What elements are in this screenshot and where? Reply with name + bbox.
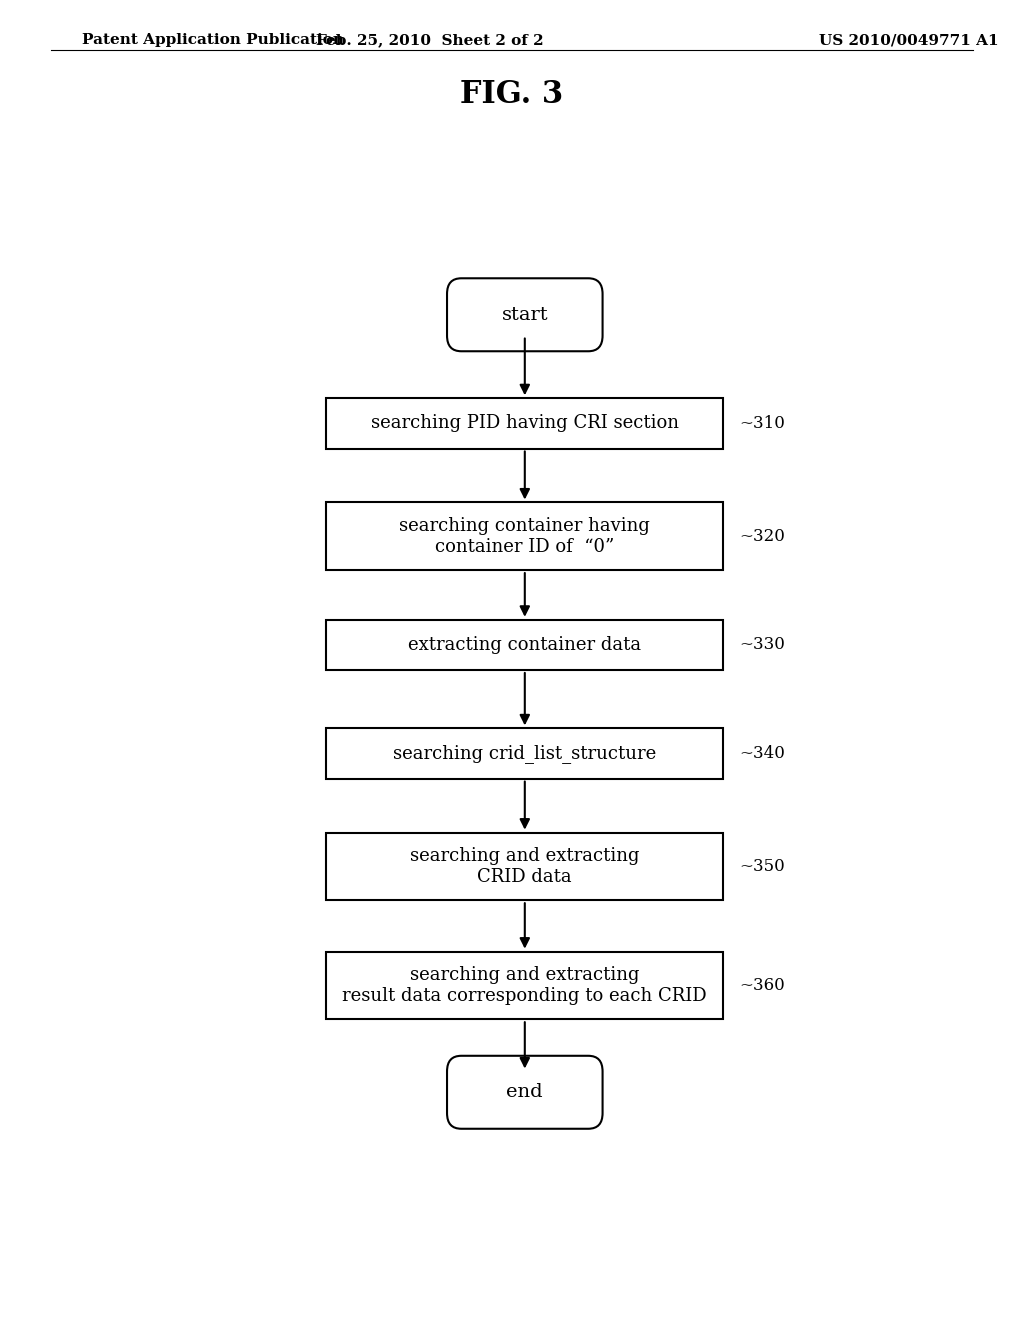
Text: ~350: ~350 — [739, 858, 784, 875]
Text: ~310: ~310 — [739, 414, 785, 432]
Text: ~360: ~360 — [739, 977, 784, 994]
Text: searching and extracting
result data corresponding to each CRID: searching and extracting result data cor… — [342, 966, 708, 1005]
Text: ~320: ~320 — [739, 528, 785, 545]
Bar — [327, 729, 723, 779]
Text: searching and extracting
CRID data: searching and extracting CRID data — [410, 847, 640, 886]
Text: Feb. 25, 2010  Sheet 2 of 2: Feb. 25, 2010 Sheet 2 of 2 — [316, 33, 544, 48]
Text: Patent Application Publication: Patent Application Publication — [82, 33, 344, 48]
Text: searching PID having CRI section: searching PID having CRI section — [371, 414, 679, 433]
Text: US 2010/0049771 A1: US 2010/0049771 A1 — [819, 33, 998, 48]
Text: searching container having
container ID of  “0”: searching container having container ID … — [399, 517, 650, 556]
Text: FIG. 3: FIG. 3 — [461, 79, 563, 110]
Bar — [327, 833, 723, 900]
Text: ~340: ~340 — [739, 744, 785, 762]
FancyBboxPatch shape — [447, 279, 602, 351]
Text: start: start — [502, 306, 548, 323]
Text: searching crid_list_structure: searching crid_list_structure — [393, 744, 656, 763]
FancyBboxPatch shape — [447, 1056, 602, 1129]
Bar — [327, 399, 723, 449]
Bar — [327, 619, 723, 671]
Text: extracting container data: extracting container data — [409, 636, 641, 653]
Text: ~330: ~330 — [739, 636, 785, 653]
Bar — [327, 503, 723, 570]
Text: end: end — [507, 1084, 543, 1101]
Bar — [327, 952, 723, 1019]
